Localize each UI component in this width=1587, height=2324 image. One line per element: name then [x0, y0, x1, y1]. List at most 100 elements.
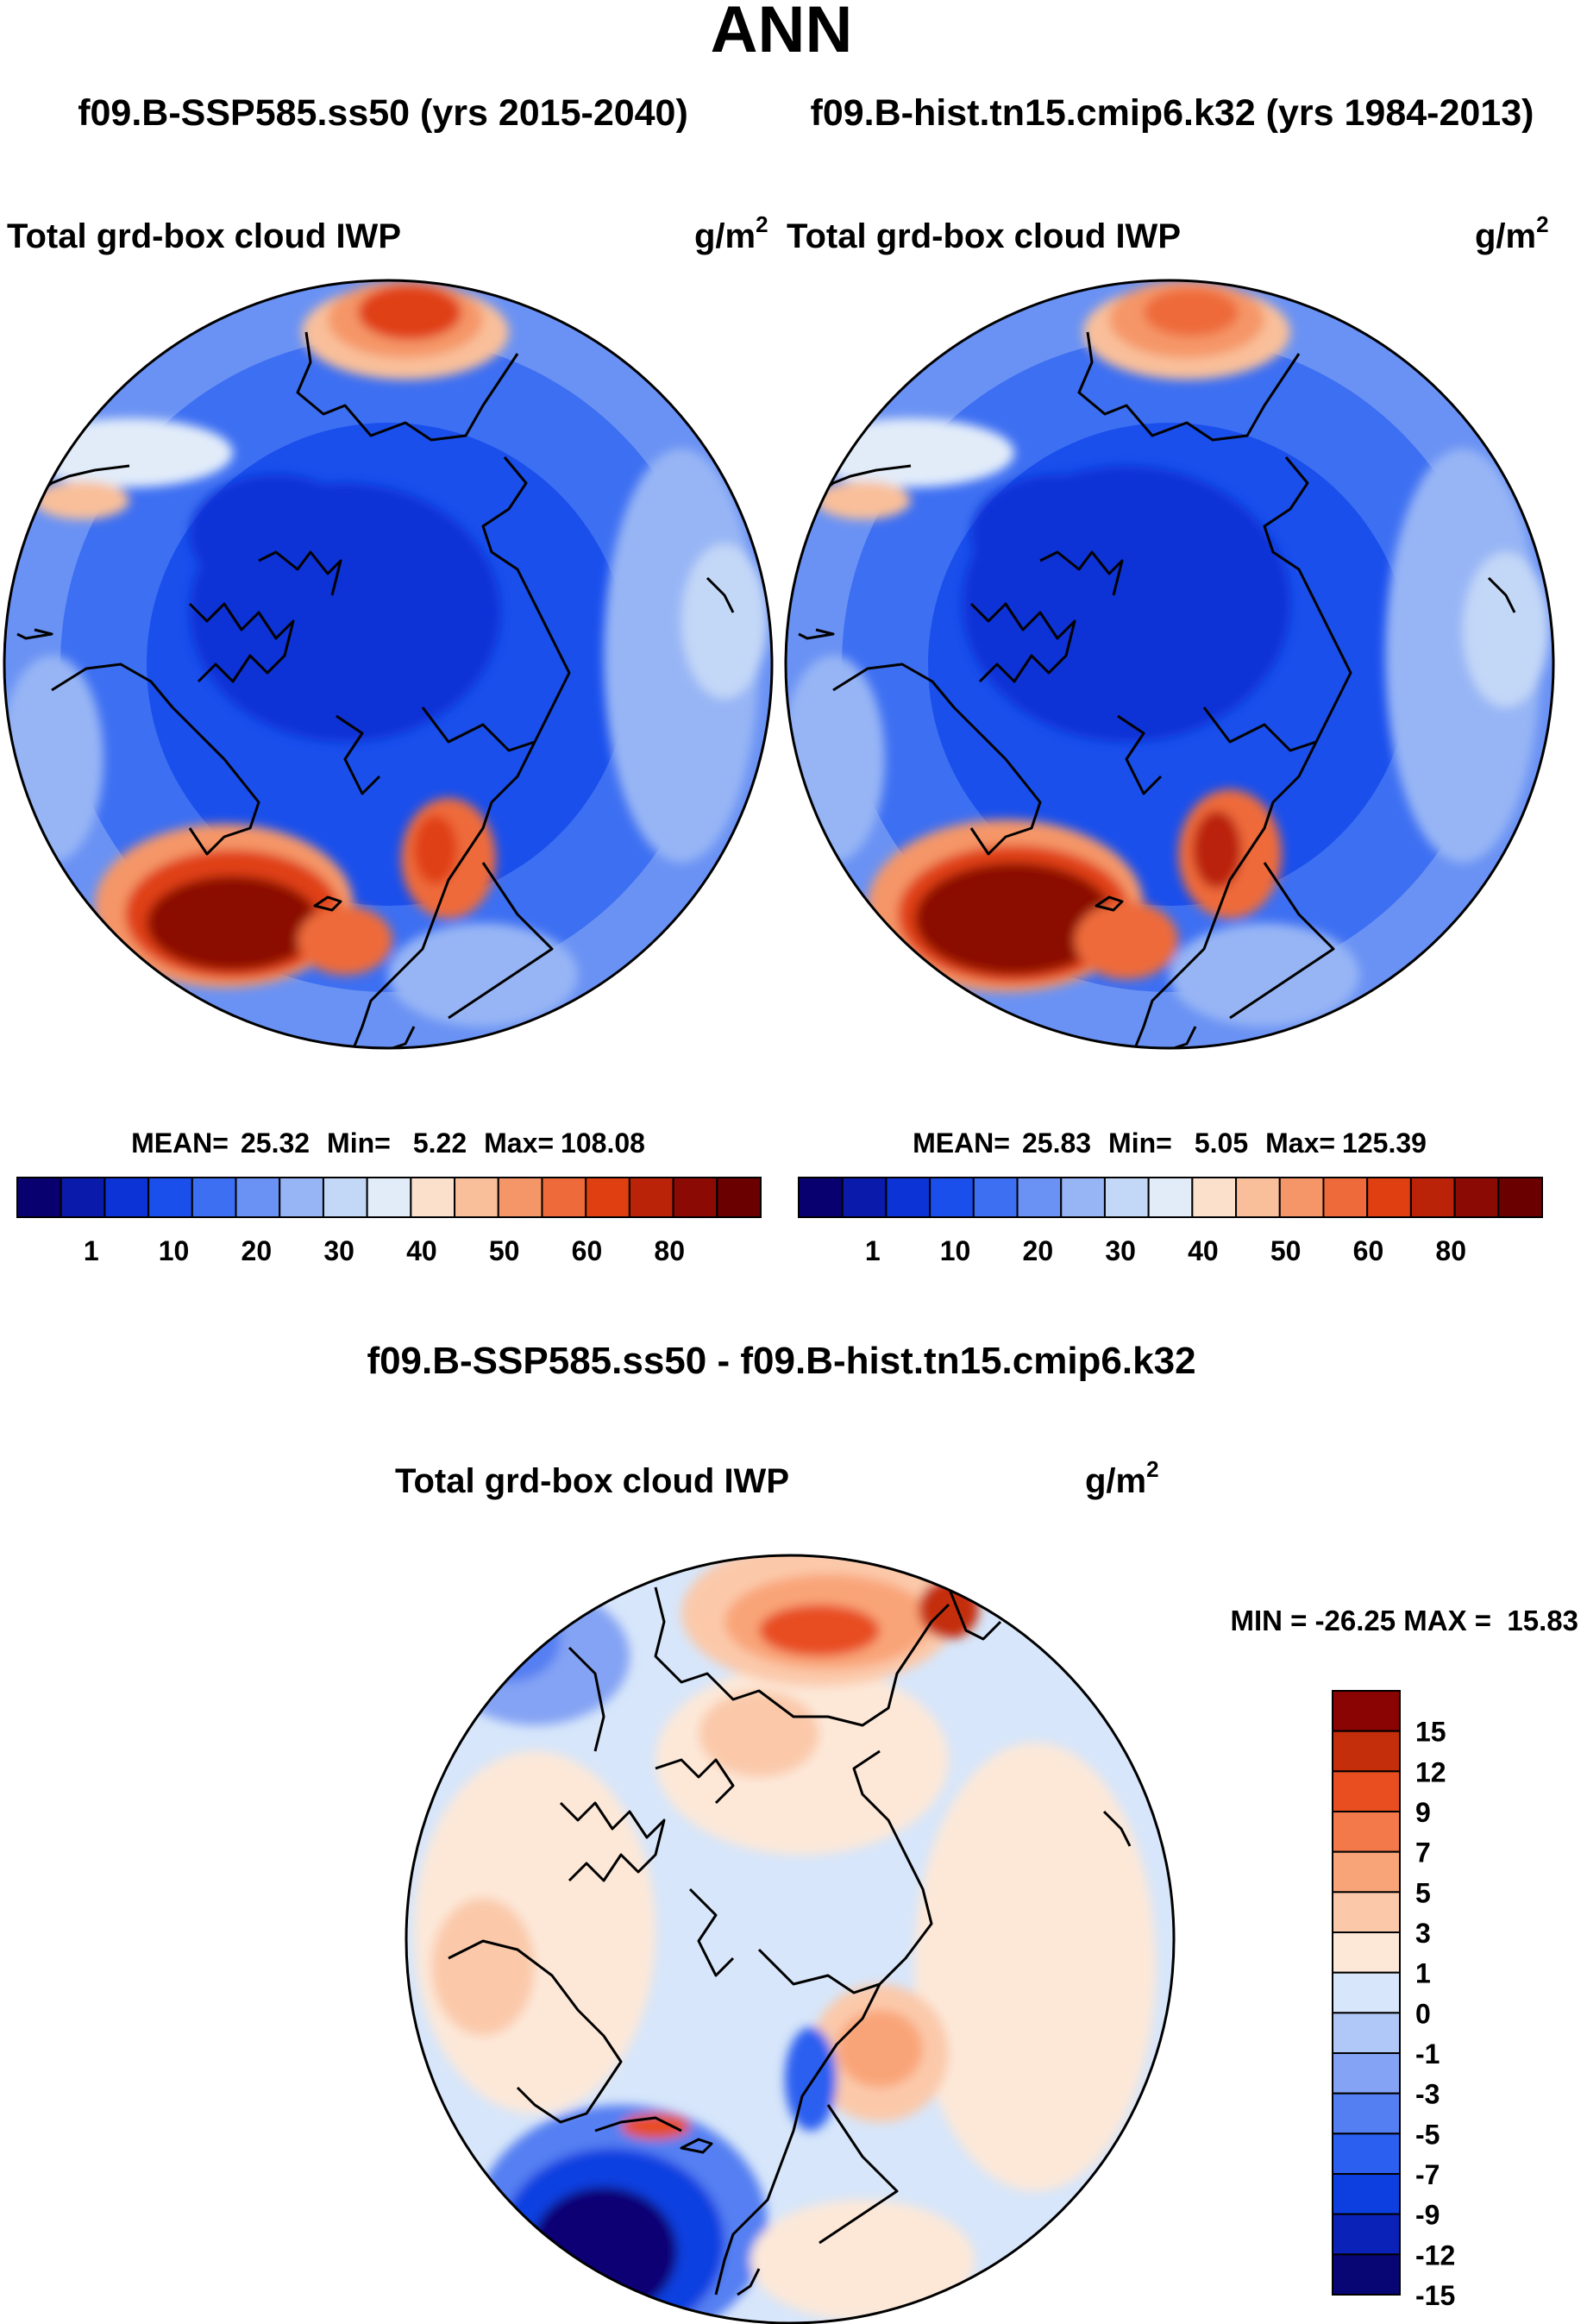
- panel1-mean-label: MEAN=: [131, 1127, 229, 1159]
- panel3-colorbar-tick-label: 9: [1415, 1797, 1431, 1828]
- panel1-colorbar-tick-label: 20: [242, 1235, 273, 1266]
- panel1-colorbar-swatch: [454, 1177, 499, 1218]
- map3-norway-cool: [785, 2027, 837, 2131]
- map1-east-light2: [681, 543, 768, 699]
- panel3-colorbar-swatch: [1332, 1770, 1401, 1812]
- map1-norwegian3: [414, 815, 457, 884]
- map-panel-historical: [784, 279, 1555, 1050]
- map-panel-difference: [405, 1554, 1176, 2324]
- panel3-colorbar-tick-label: -12: [1415, 2239, 1455, 2271]
- panel3-colorbar-tick-label: -5: [1415, 2119, 1440, 2150]
- panel3-colorbar-tick-label: -9: [1415, 2200, 1440, 2231]
- panel3-colorbar-tick-label: -3: [1415, 2079, 1440, 2110]
- panel1-max-value: 108.08: [561, 1127, 645, 1159]
- panel2-colorbar-swatch: [1366, 1177, 1412, 1218]
- panel3-colorbar-swatch: [1332, 2132, 1401, 2175]
- panel1-stats: MEAN= 25.32 Min= 5.22 Max= 108.08: [131, 1127, 645, 1159]
- panel2-colorbar-tick-label: 40: [1188, 1235, 1219, 1266]
- panel3-colorbar-swatch: [1332, 2092, 1401, 2135]
- panel3-colorbar-swatch: [1332, 2253, 1401, 2296]
- panel3-colorbar-tick-label: 3: [1415, 1918, 1431, 1949]
- map3-barents2: [837, 2010, 923, 2088]
- map2-outline: [784, 279, 1555, 1050]
- panel1-units-exp: 2: [756, 211, 768, 237]
- panel1-colorbar-swatch: [104, 1177, 150, 1218]
- map2-pacific-west: [807, 418, 1014, 487]
- panel3-colorbar-swatch: [1332, 2213, 1401, 2256]
- map2-pacific-west2: [816, 481, 911, 519]
- panel1-colorbar-tick-label: 10: [159, 1235, 190, 1266]
- panel1-colorbar-tick-label: 30: [323, 1235, 354, 1266]
- panel1-colorbar: 1 10 20 30 40 50 60 80: [16, 1177, 762, 1266]
- panel3-colorbar-swatch: [1332, 1690, 1401, 1732]
- panel3-colorbar-swatch: [1332, 1850, 1401, 1894]
- map1-color-fill: [4, 280, 772, 1048]
- map1-atlantic3: [147, 876, 319, 970]
- map1-pacific-west: [26, 418, 233, 487]
- panel1-colorbar-swatch: [235, 1177, 281, 1218]
- panel1-title: Total grd-box cloud IWP: [7, 217, 401, 255]
- map2-color-fill: [786, 280, 1553, 1048]
- map2-east-light: [1385, 449, 1540, 863]
- panel1-colorbar-swatch: [147, 1177, 193, 1218]
- map2-atlantic3: [915, 863, 1113, 975]
- map3-east-warm: [914, 1743, 1156, 2191]
- season-title: ANN: [711, 0, 853, 66]
- panel1-min-value: 5.22: [413, 1127, 467, 1159]
- map3-europe-warm: [750, 2200, 975, 2321]
- panel3-colorbar-tick-label: 15: [1415, 1717, 1446, 1748]
- panel2-colorbar-tick-label: 60: [1353, 1235, 1384, 1266]
- panel2-min-label: Min=: [1108, 1127, 1172, 1159]
- panel2-mean-label: MEAN=: [913, 1127, 1010, 1159]
- panel1-colorbar-swatch: [497, 1177, 543, 1218]
- map2-pacific-warm3: [1144, 288, 1239, 336]
- right-case-header: f09.B-hist.tn15.cmip6.k32 (yrs 1984-2013…: [811, 92, 1534, 134]
- panel1-colorbar-swatch: [716, 1177, 762, 1218]
- panel3-colorbar-swatch: [1332, 1730, 1401, 1773]
- panel2-colorbar-swatch: [1103, 1177, 1150, 1218]
- map1-pacific-west2: [34, 481, 129, 519]
- panel2-colorbar-swatch: [1409, 1177, 1456, 1218]
- map3-atlantic-cool3: [530, 2187, 677, 2316]
- map3-pacific3: [759, 1605, 880, 1656]
- panel2-colorbar-swatch: [841, 1177, 888, 1218]
- map1-norwegian2: [298, 906, 392, 975]
- panel1-colorbar-tick-label: 40: [406, 1235, 437, 1266]
- panel2-colorbar-tick-label: 1: [865, 1235, 881, 1266]
- panel3-colorbar-swatch: [1332, 2012, 1401, 2054]
- map2-norwegian3: [1193, 811, 1241, 889]
- panel2-colorbar-tick-label: 10: [940, 1235, 971, 1266]
- map1-outline: [3, 279, 774, 1050]
- panel2-min-value: 5.05: [1195, 1127, 1248, 1159]
- panel2-units: g/m2: [1475, 211, 1549, 255]
- panel3-colorbar: 15 12 9 7 5 3 1 0 -1 -3 -5 -7 -9 -12 -15: [1332, 1690, 1455, 2311]
- panel1-colorbar-swatch: [410, 1177, 456, 1218]
- panel2-colorbar-tick-label: 50: [1270, 1235, 1302, 1266]
- difference-title: f09.B-SSP585.ss50 - f09.B-hist.tn15.cmip…: [367, 1340, 1195, 1382]
- map2-norwegian2: [1075, 901, 1178, 979]
- panel3-units-base: g/m: [1085, 1462, 1146, 1500]
- panel3-colorbar-tick-label: 0: [1415, 1998, 1431, 2029]
- map2-canada-core: [971, 474, 1144, 595]
- panel1-max-label: Max=: [484, 1127, 554, 1159]
- panel2-colorbar-swatch: [1147, 1177, 1194, 1218]
- panel2-colorbar-swatch: [1453, 1177, 1500, 1218]
- panel1-colorbar-swatch: [16, 1177, 62, 1218]
- map1-south-light: [388, 923, 578, 1027]
- panel2-max-value: 125.39: [1342, 1127, 1427, 1159]
- panel2-colorbar-swatch: [1497, 1177, 1543, 1218]
- panel2-colorbar-swatch: [1322, 1177, 1369, 1218]
- map2-coastlines: [798, 331, 1516, 1048]
- map3-west-warm2: [431, 1898, 535, 2036]
- panel2-colorbar-tick-label: 20: [1023, 1235, 1054, 1266]
- map3-color-fill: [406, 1555, 1174, 2323]
- panel1-colorbar-swatch: [366, 1177, 412, 1218]
- panel1-colorbar-swatch: [541, 1177, 587, 1218]
- panel3-colorbar-tick-label: -15: [1415, 2280, 1455, 2311]
- panel1-colorbar-tick-label: 80: [654, 1235, 685, 1266]
- panel2-colorbar: 1 10 20 30 40 50 60 80: [798, 1177, 1543, 1266]
- map2-east-light2: [1463, 552, 1549, 707]
- left-case-header: f09.B-SSP585.ss50 (yrs 2015-2040): [78, 92, 688, 134]
- panel2-colorbar-tick-label: 30: [1105, 1235, 1136, 1266]
